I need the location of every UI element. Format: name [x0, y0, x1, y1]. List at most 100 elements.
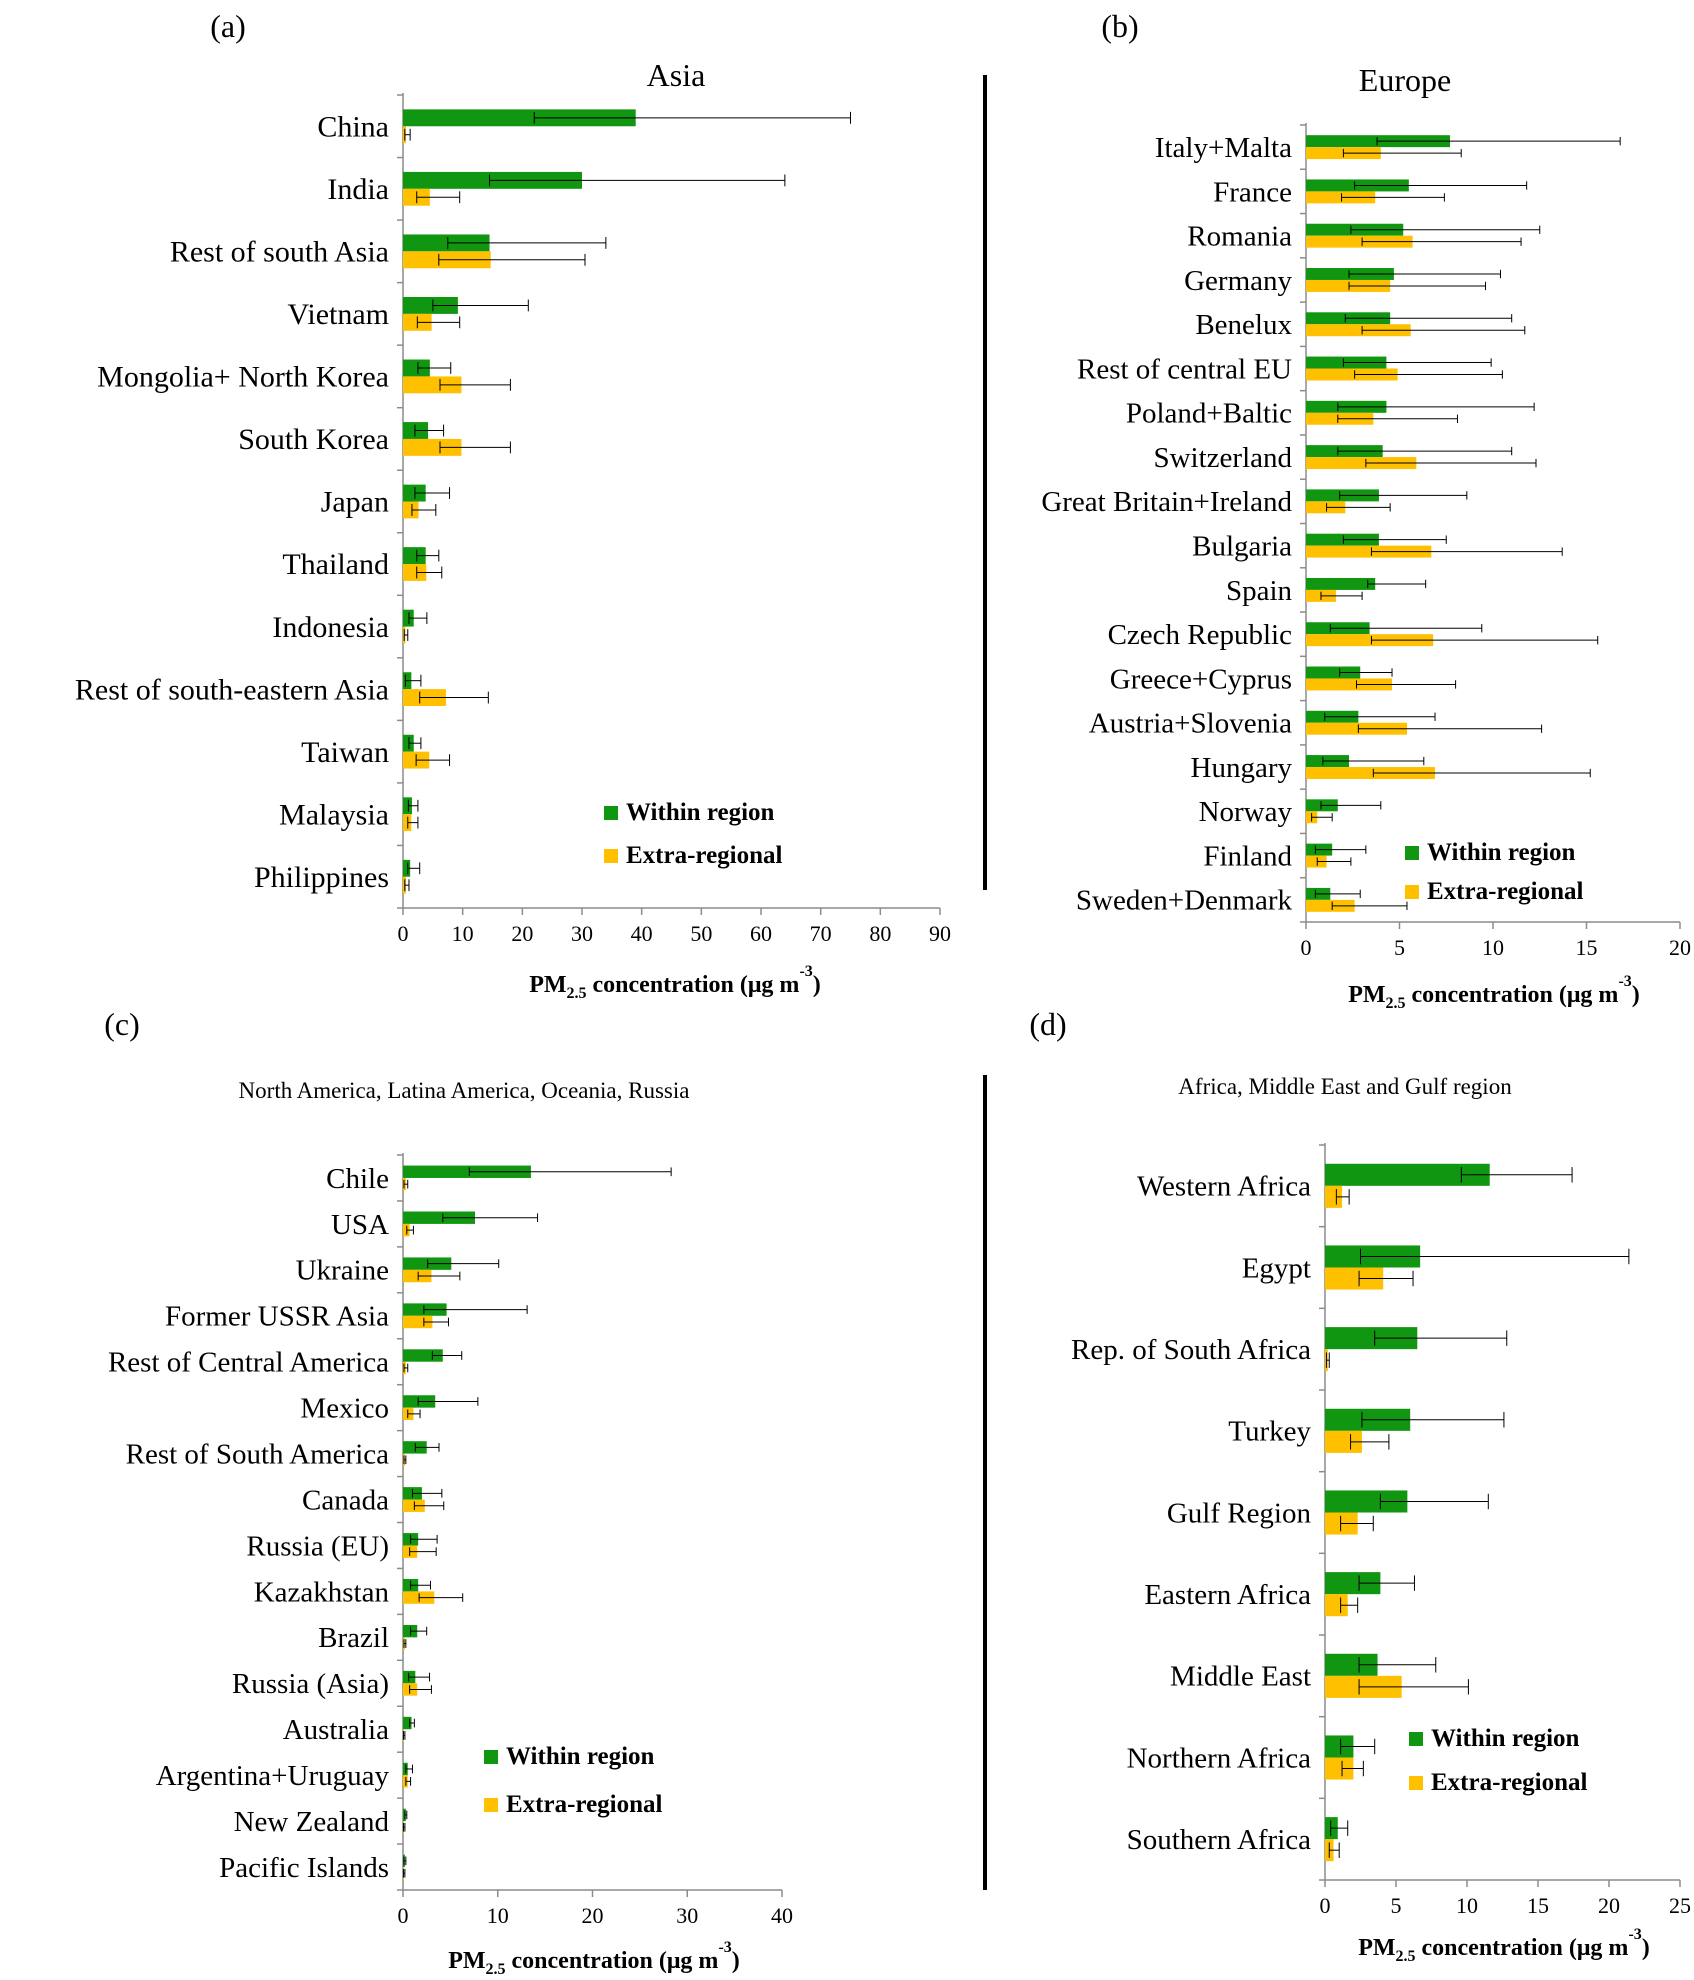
x-axis-label-part: PM — [529, 972, 566, 998]
x-axis-label-part: ) — [813, 972, 821, 998]
category-label-rest-of-central-eu: Rest of central EU — [1077, 353, 1292, 385]
x-tick-label: 0 — [398, 1903, 409, 1928]
x-tick-label: 90 — [929, 921, 951, 946]
x-axis-label-part: PM — [448, 1948, 485, 1974]
category-label-bulgaria: Bulgaria — [1192, 530, 1292, 562]
bar-extra-malaysia — [403, 814, 412, 832]
category-label-malaysia: Malaysia — [279, 798, 389, 831]
category-label-czech-republic: Czech Republic — [1108, 619, 1292, 651]
bar-extra-czech-republic — [1306, 634, 1434, 647]
bar-extra-thailand — [403, 564, 427, 581]
plot-a: 0 10 20 30 40 50 60 70 80 90 China India Rest of sou… — [75, 93, 951, 1002]
bar-extra-ukraine — [403, 1269, 432, 1283]
x-tick-label: 50 — [690, 921, 712, 946]
bar-within-greece-cyprus — [1306, 666, 1361, 679]
legend-extra-swatch — [604, 849, 618, 863]
bar-extra-northern-africa — [1325, 1757, 1354, 1780]
bar-within-vietnam — [403, 296, 458, 314]
x-tick-label: 40 — [771, 1903, 793, 1928]
category-label-former-ussr-asia: Former USSR Asia — [165, 1301, 389, 1333]
panel-c: (c) North America, Latina America, Ocean… — [104, 1006, 793, 1978]
bar-within-mongolia-north-korea — [403, 359, 430, 377]
bar-within-spain — [1306, 577, 1376, 590]
bar-extra-greece-cyprus — [1306, 678, 1393, 691]
bar-extra-mongolia-north-korea — [403, 376, 462, 394]
bar-extra-finland — [1306, 855, 1327, 868]
panel-label-d: (d) — [1029, 1006, 1066, 1042]
x-axis-label: PM2.5 concentration (μg m-3) — [1348, 973, 1640, 1012]
x-tick-label: 0 — [1301, 935, 1312, 960]
category-label-argentina-uruguay: Argentina+Uruguay — [156, 1760, 390, 1792]
legend-within-swatch — [1409, 1732, 1423, 1746]
category-label-pacific-islands: Pacific Islands — [219, 1852, 389, 1884]
category-label-switzerland: Switzerland — [1153, 442, 1292, 474]
x-tick-label: 40 — [631, 921, 653, 946]
category-label-rest-of-south-asia: Rest of south Asia — [170, 236, 389, 269]
panel-a: (a) Asia 0 10 20 30 40 50 60 70 80 90 China India Re… — [75, 8, 951, 1002]
x-axis-label-part: concentration (μg m — [506, 1948, 719, 1974]
x-axis-label-part: -3 — [1628, 1926, 1641, 1943]
chart-title-c: North America, Latina America, Oceania, … — [239, 1078, 690, 1103]
bar-extra-great-britain-ireland — [1306, 501, 1346, 514]
chart-title-a: Asia — [647, 57, 706, 93]
category-label-romania: Romania — [1187, 221, 1292, 253]
category-label-germany: Germany — [1184, 265, 1292, 297]
bar-extra-south-korea — [403, 438, 462, 456]
panel-b: (b) Europe 0 5 10 15 20 Italy+Malta France Roma… — [1041, 8, 1691, 1012]
bar-extra-romania — [1306, 235, 1413, 248]
category-label-indonesia: Indonesia — [272, 611, 389, 644]
plot-b: 0 5 10 15 20 Italy+Malta France Romania Germany B… — [1041, 123, 1691, 1012]
bar-within-western-africa — [1325, 1163, 1490, 1186]
bar-extra-rest-of-central-eu — [1306, 368, 1398, 381]
x-tick-label: 5 — [1394, 935, 1405, 960]
x-axis-label-part: ) — [1642, 1935, 1650, 1961]
legend-within-label: Within region — [626, 799, 775, 826]
bar-within-rep-of-south-africa — [1325, 1327, 1418, 1350]
x-tick-label: 0 — [398, 921, 409, 946]
bar-within-australia — [403, 1716, 412, 1730]
x-axis-label-part: 2.5 — [1386, 995, 1406, 1012]
category-label-rep-of-south-africa: Rep. of South Africa — [1071, 1334, 1311, 1366]
legend-within-label: Within region — [1427, 839, 1576, 866]
bar-within-thailand — [403, 547, 426, 565]
category-label-canada: Canada — [302, 1484, 389, 1516]
bar-extra-benelux — [1306, 324, 1411, 337]
x-tick-label: 30 — [571, 921, 593, 946]
x-tick-label: 20 — [582, 1903, 604, 1928]
bar-extra-turkey — [1325, 1430, 1362, 1453]
category-label-vietnam: Vietnam — [288, 298, 390, 331]
category-label-ukraine: Ukraine — [296, 1255, 389, 1287]
category-label-northern-africa: Northern Africa — [1127, 1742, 1312, 1774]
x-axis-label-part: -3 — [1618, 973, 1631, 990]
x-tick-label: 5 — [1391, 1893, 1402, 1918]
bar-within-philippines — [403, 859, 411, 877]
legend-within-label: Within region — [506, 1743, 655, 1770]
category-label-egypt: Egypt — [1242, 1252, 1311, 1284]
x-axis-label-part: PM — [1358, 1935, 1395, 1961]
x-tick-label: 0 — [1320, 1893, 1331, 1918]
category-label-western-africa: Western Africa — [1137, 1171, 1311, 1203]
x-tick-label: 15 — [1527, 1893, 1549, 1918]
x-tick-label: 10 — [1482, 935, 1504, 960]
category-label-japan: Japan — [321, 486, 389, 519]
bar-within-taiwan — [403, 734, 414, 752]
legend-extra-label: Extra-regional — [626, 842, 783, 869]
panel-d: (d) Africa, Middle East and Gulf region … — [1029, 1006, 1691, 1965]
chart-title-d: Africa, Middle East and Gulf region — [1178, 1074, 1512, 1099]
category-label-benelux: Benelux — [1195, 309, 1292, 341]
x-axis-label-part: 2.5 — [486, 1961, 506, 1978]
category-label-italy-malta: Italy+Malta — [1155, 132, 1292, 164]
category-label-france: France — [1213, 176, 1292, 208]
bar-within-china — [403, 109, 636, 127]
x-axis-label-part: ) — [732, 1948, 740, 1974]
x-tick-label: 80 — [869, 921, 891, 946]
category-label-greece-cyprus: Greece+Cyprus — [1110, 663, 1292, 695]
category-label-norway: Norway — [1199, 796, 1293, 828]
category-label-poland-baltic: Poland+Baltic — [1126, 398, 1292, 430]
category-label-gulf-region: Gulf Region — [1167, 1497, 1312, 1529]
legend-extra-label: Extra-regional — [506, 1791, 663, 1818]
bar-extra-western-africa — [1325, 1185, 1343, 1208]
category-label-mongolia-north-korea: Mongolia+ North Korea — [97, 361, 389, 394]
chart-title-b: Europe — [1359, 62, 1451, 98]
category-label-china: China — [317, 110, 389, 143]
